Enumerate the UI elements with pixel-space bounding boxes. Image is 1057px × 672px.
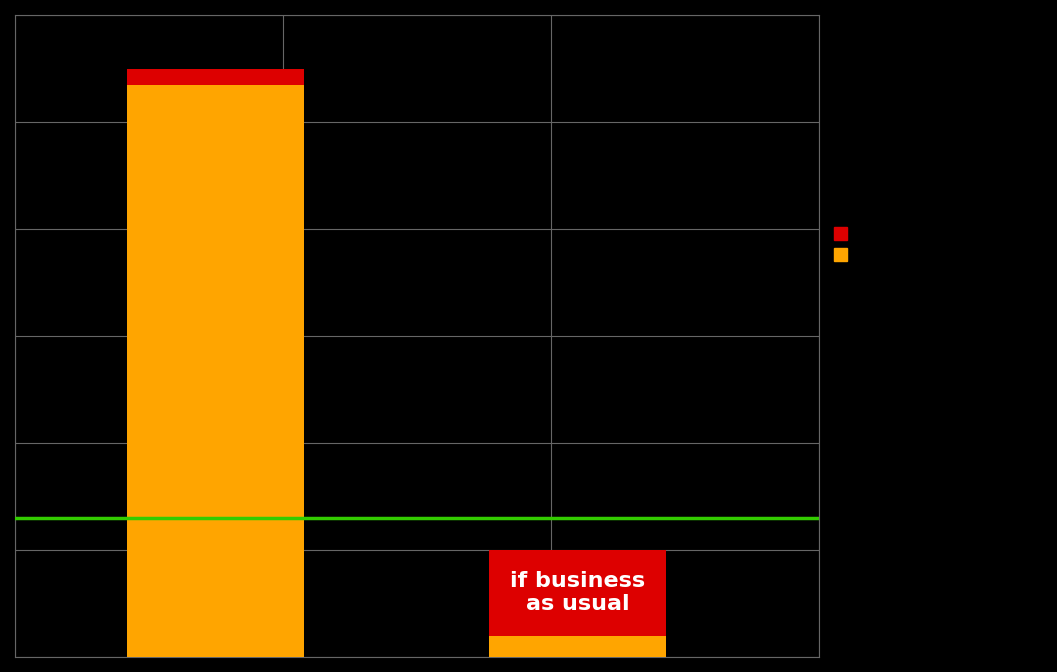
Bar [489, 550, 666, 636]
Legend: , : , [834, 227, 852, 262]
Bar [128, 69, 304, 85]
Text: if business
as usual: if business as usual [509, 571, 645, 614]
Bar [489, 636, 666, 657]
Bar [128, 85, 304, 657]
